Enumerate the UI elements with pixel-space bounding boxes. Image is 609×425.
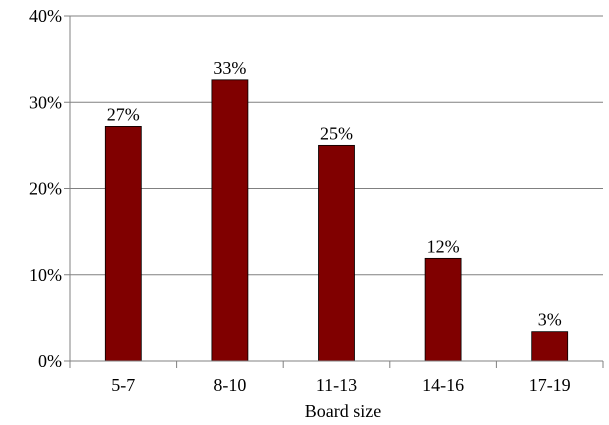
y-tick-labels: 0% 10% 20% 30% 40% <box>29 6 62 371</box>
data-label: 33% <box>213 58 246 78</box>
data-label: 25% <box>320 123 353 143</box>
data-label: 12% <box>427 236 460 256</box>
gridlines <box>64 15 604 368</box>
bar-17-19 <box>531 331 569 362</box>
y-tick-label: 20% <box>29 179 62 199</box>
x-tick-label: 5-7 <box>111 375 135 395</box>
bar-5-7 <box>104 126 142 362</box>
x-tick-label: 14-16 <box>422 375 464 395</box>
y-tick-label: 40% <box>29 6 62 26</box>
y-tick-label: 0% <box>38 351 62 371</box>
x-tick-label: 17-19 <box>529 375 571 395</box>
y-tick-label: 30% <box>29 92 62 112</box>
x-tick-label: 11-13 <box>316 375 357 395</box>
bar-14-16 <box>424 257 462 362</box>
x-tick-labels: 5-7 8-10 11-13 14-16 17-19 <box>111 375 570 395</box>
bar-11-13 <box>318 144 355 362</box>
data-label: 3% <box>538 310 562 330</box>
axes <box>69 16 603 362</box>
data-label: 27% <box>107 104 140 124</box>
bar-8-10 <box>211 79 249 362</box>
x-axis-title: Board size <box>305 401 381 421</box>
data-labels: 27% 33% 25% 12% 3% <box>107 58 562 330</box>
y-tick-label: 10% <box>29 265 62 285</box>
bars <box>104 79 569 362</box>
x-tick-label: 8-10 <box>213 375 246 395</box>
